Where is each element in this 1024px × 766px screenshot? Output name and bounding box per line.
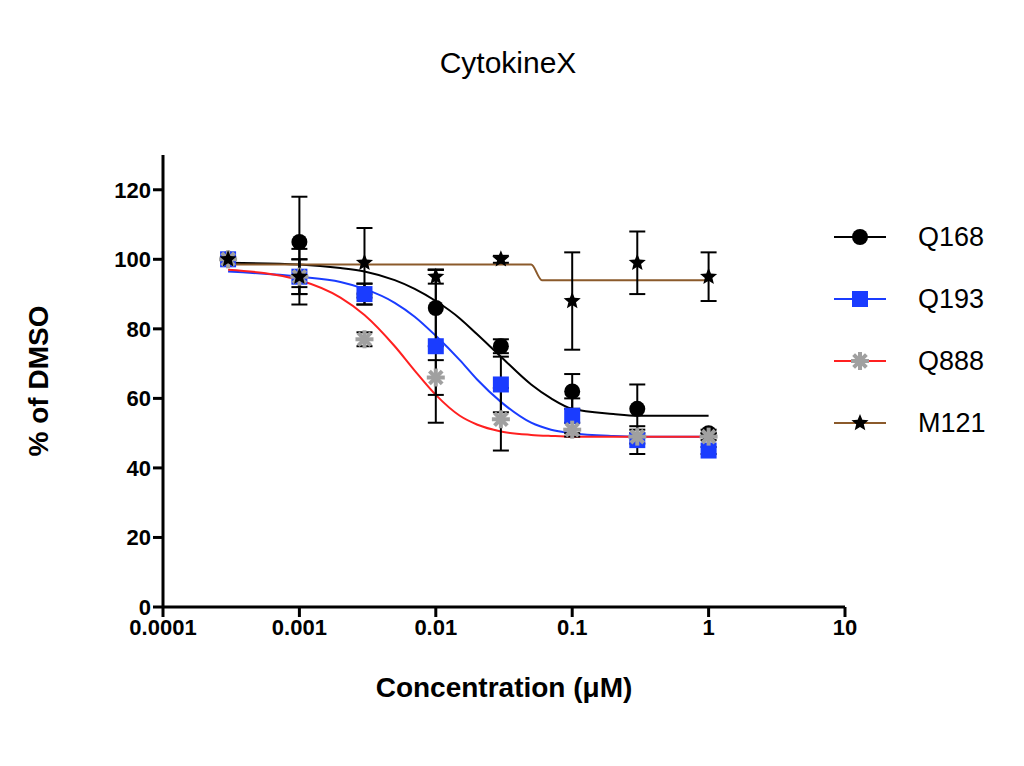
svg-text:40: 40: [127, 456, 151, 481]
svg-text:0.0001: 0.0001: [129, 614, 197, 640]
svg-text:1: 1: [702, 615, 714, 640]
svg-text:0.1: 0.1: [557, 615, 588, 640]
svg-text:0: 0: [139, 595, 151, 620]
html-text:Q168: Q168: [918, 221, 985, 252]
html-text:Q193: Q193: [918, 283, 985, 314]
svg-text:20: 20: [127, 525, 151, 550]
svg-text:0.01: 0.01: [414, 615, 457, 640]
svg-text:120: 120: [114, 178, 151, 203]
html-text:M121: M121: [918, 407, 986, 438]
svg-text:100: 100: [114, 247, 151, 272]
html-text:Q888: Q888: [918, 345, 985, 376]
svg-text:80: 80: [127, 317, 151, 342]
svg-text:60: 60: [127, 386, 151, 411]
svg-text:10: 10: [833, 615, 857, 640]
svg-text:% of DMSO: % of DMSO: [23, 306, 54, 457]
svg-text:0.001: 0.001: [272, 615, 327, 640]
svg-text:Concentration (μM): Concentration (μM): [376, 672, 633, 703]
html-text:CytokineX: CytokineX: [439, 46, 577, 79]
